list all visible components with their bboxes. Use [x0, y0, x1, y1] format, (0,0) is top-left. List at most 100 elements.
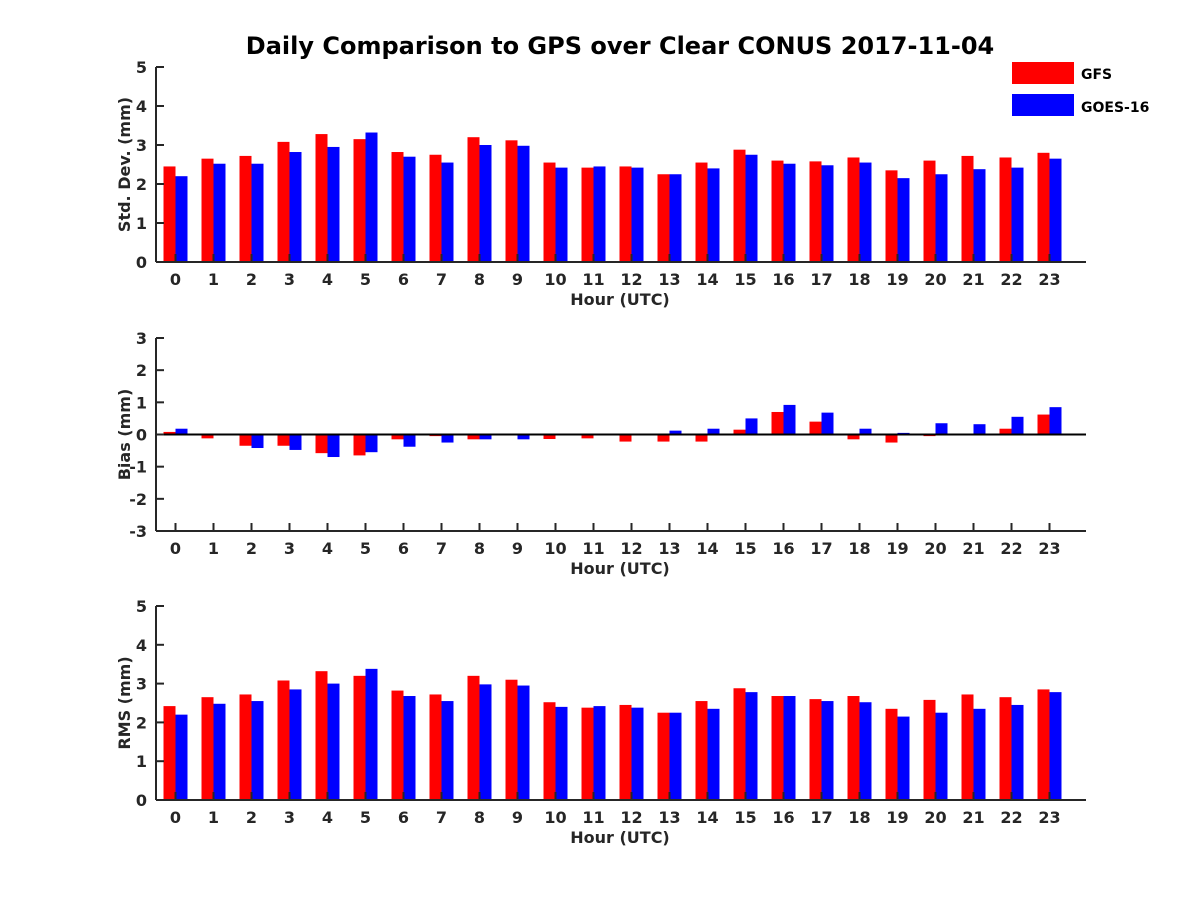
- rms-x-tick-label: 7: [436, 808, 447, 827]
- rms-x-tick-label: 0: [170, 808, 181, 827]
- rms-y-tick-label: 4: [136, 636, 147, 655]
- rms-x-tick-label: 10: [544, 808, 566, 827]
- rms-bar-gfs-20: [923, 699, 936, 800]
- bias-x-tick-label: 0: [170, 539, 181, 558]
- rms-x-tick-label: 17: [810, 808, 832, 827]
- chart-title: Daily Comparison to GPS over Clear CONUS…: [246, 32, 994, 60]
- bias-x-tick-label: 7: [436, 539, 447, 558]
- rms-bar-gfs-12: [619, 704, 632, 800]
- rms-x-tick-label: 16: [772, 808, 794, 827]
- std-y-tick-label: 2: [136, 175, 147, 194]
- std-x-tick-label: 2: [246, 270, 257, 289]
- std-bar-goes16-1: [213, 163, 226, 262]
- bias-x-tick-label: 13: [658, 539, 680, 558]
- std-bar-gfs-4: [315, 134, 328, 262]
- rms-bar-gfs-15: [733, 688, 746, 800]
- rms-x-tick-label: 14: [696, 808, 718, 827]
- std-x-tick-label: 14: [696, 270, 718, 289]
- bias-x-axis-label: Hour (UTC): [570, 559, 670, 578]
- bias-bar-goes16-16: [783, 404, 796, 435]
- std-bar-goes16-22: [1011, 167, 1024, 262]
- rms-bar-goes16-18: [859, 702, 872, 800]
- std-bar-gfs-19: [885, 170, 898, 262]
- rms-bar-gfs-17: [809, 699, 822, 800]
- rms-x-tick-label: 22: [1000, 808, 1022, 827]
- bias-bar-goes16-15: [745, 418, 758, 435]
- bias-y-tick-label: 3: [136, 329, 147, 348]
- std-bar-gfs-20: [923, 160, 936, 262]
- bias-bar-goes16-3: [289, 434, 302, 450]
- rms-bar-gfs-10: [543, 702, 556, 800]
- rms-x-tick-label: 12: [620, 808, 642, 827]
- bias-y-tick-label: -2: [129, 490, 147, 509]
- std-bar-goes16-13: [669, 174, 682, 262]
- bias-bar-gfs-5: [353, 434, 366, 456]
- std-x-tick-label: 7: [436, 270, 447, 289]
- bias-x-tick-label: 3: [284, 539, 295, 558]
- std-bar-gfs-22: [999, 157, 1012, 262]
- std-bar-goes16-18: [859, 162, 872, 262]
- std-bar-gfs-7: [429, 154, 442, 262]
- std-y-tick-label: 0: [136, 253, 147, 272]
- std-bar-gfs-16: [771, 160, 784, 262]
- rms-bar-goes16-2: [251, 701, 264, 800]
- std-bar-gfs-14: [695, 162, 708, 262]
- std-x-tick-label: 4: [322, 270, 333, 289]
- std-bar-goes16-3: [289, 152, 302, 262]
- rms-bar-gfs-2: [239, 694, 252, 800]
- std-bar-gfs-3: [277, 141, 290, 262]
- std-bar-gfs-6: [391, 152, 404, 262]
- std-bar-gfs-1: [201, 158, 214, 262]
- bias-bar-goes16-0: [175, 428, 188, 435]
- rms-bar-goes16-12: [631, 707, 644, 800]
- bias-bar-goes16-21: [973, 424, 986, 435]
- rms-x-tick-label: 19: [886, 808, 908, 827]
- std-x-tick-label: 20: [924, 270, 946, 289]
- bias-bar-gfs-23: [1037, 414, 1050, 435]
- rms-bar-gfs-21: [961, 694, 974, 800]
- rms-bar-gfs-6: [391, 690, 404, 800]
- std-y-axis-label: Std. Dev. (mm): [115, 97, 134, 232]
- std-x-tick-label: 16: [772, 270, 794, 289]
- bias-x-tick-label: 12: [620, 539, 642, 558]
- std-x-tick-label: 10: [544, 270, 566, 289]
- bias-y-tick-label: 0: [136, 426, 147, 445]
- bias-bar-gfs-8: [467, 434, 480, 440]
- std-x-tick-label: 13: [658, 270, 680, 289]
- std-bar-gfs-23: [1037, 152, 1050, 262]
- rms-bar-goes16-21: [973, 708, 986, 800]
- bias-x-tick-label: 10: [544, 539, 566, 558]
- std-x-tick-label: 23: [1038, 270, 1060, 289]
- std-x-tick-label: 18: [848, 270, 870, 289]
- rms-x-tick-label: 23: [1038, 808, 1060, 827]
- rms-x-tick-label: 4: [322, 808, 333, 827]
- rms-bar-goes16-14: [707, 708, 720, 800]
- rms-x-tick-label: 18: [848, 808, 870, 827]
- rms-bar-goes16-22: [1011, 704, 1024, 800]
- bias-x-tick-label: 14: [696, 539, 718, 558]
- std-bar-goes16-16: [783, 163, 796, 262]
- bias-bar-goes16-18: [859, 428, 872, 435]
- bias-bar-goes16-5: [365, 434, 378, 453]
- rms-bar-gfs-5: [353, 675, 366, 800]
- std-bar-goes16-17: [821, 165, 834, 262]
- bias-y-axis-label: Bias (mm): [115, 389, 134, 481]
- rms-x-tick-label: 3: [284, 808, 295, 827]
- bias-bar-gfs-14: [695, 434, 708, 442]
- rms-x-tick-label: 13: [658, 808, 680, 827]
- bias-bar-gfs-3: [277, 434, 290, 446]
- rms-bar-goes16-6: [403, 696, 416, 800]
- std-x-tick-label: 3: [284, 270, 295, 289]
- bias-bar-gfs-22: [999, 428, 1012, 435]
- rms-bar-goes16-10: [555, 706, 568, 800]
- bias-bar-gfs-0: [163, 431, 176, 435]
- rms-bar-gfs-9: [505, 679, 518, 800]
- rms-bar-goes16-8: [479, 684, 492, 800]
- bias-bar-gfs-4: [315, 434, 328, 454]
- rms-bar-goes16-19: [897, 716, 910, 800]
- rms-x-tick-label: 6: [398, 808, 409, 827]
- rms-bar-gfs-1: [201, 697, 214, 800]
- bias-x-tick-label: 1: [208, 539, 219, 558]
